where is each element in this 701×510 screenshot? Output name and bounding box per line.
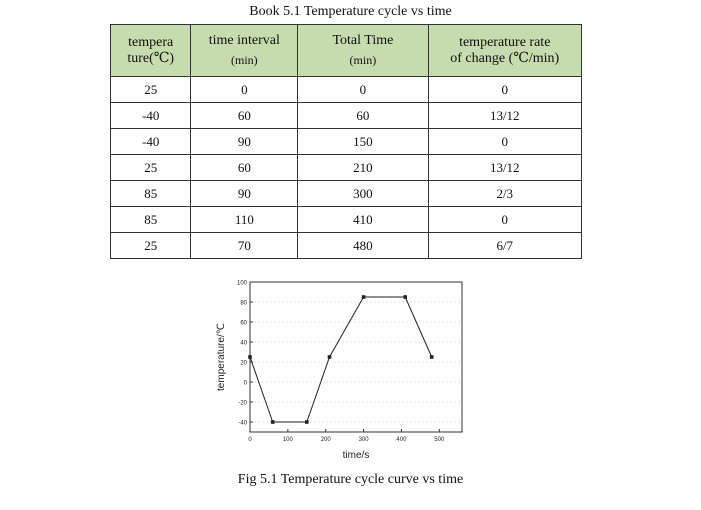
- cell-time-interval: 90: [190, 180, 299, 207]
- cell-rate: 6/7: [427, 232, 582, 259]
- cell-rate: 0: [427, 206, 582, 233]
- cell-total-time: 150: [297, 128, 429, 155]
- y-tick-label: 20: [240, 361, 247, 367]
- data-point: [429, 355, 434, 359]
- header-total-time: Total Time (min): [297, 24, 429, 77]
- chart-grid: [250, 281, 462, 423]
- chart-ticks: -40 -20 0 20 40 60 80 100 0 100 200 300 400 500: [237, 281, 445, 444]
- y-tick-label: -20: [238, 401, 247, 407]
- table-row: 25 0 0 0: [109, 76, 582, 103]
- table-row: 25 70 480 6/7: [109, 232, 582, 259]
- header-time-interval: time interval (min): [190, 24, 299, 77]
- cell-time-interval: 70: [190, 232, 299, 259]
- x-tick-label: 300: [359, 437, 370, 443]
- header-total-time-unit: (min): [349, 53, 377, 67]
- data-point: [248, 355, 252, 359]
- cell-temperature: 25: [109, 232, 192, 259]
- cell-time-interval: 60: [190, 102, 299, 129]
- x-tick-label: 500: [434, 437, 445, 443]
- table-row: -40 90 150 0: [109, 128, 582, 155]
- data-point: [403, 295, 408, 299]
- cell-rate: 2/3: [427, 180, 582, 207]
- y-tick-label: 60: [240, 321, 247, 327]
- chart-svg: -40 -20 0 20 40 60 80 100 0 100 200 300 400 500 time/…: [216, 281, 463, 461]
- header-time-interval-unit: (min): [231, 53, 258, 67]
- temperature-cycle-table: tempera ture(℃) time interval (min) Tota…: [109, 24, 582, 259]
- y-tick-label: -40: [238, 421, 247, 427]
- cell-time-interval: 90: [190, 128, 299, 155]
- header-rate-of-change: temperature rate of change (℃/min): [427, 24, 582, 77]
- y-tick-label: 0: [244, 381, 248, 387]
- header-rate-line1: temperature rate: [459, 34, 551, 50]
- x-tick-label: 0: [248, 437, 252, 443]
- y-tick-label: 80: [240, 301, 247, 307]
- header-rate-line2: of change (℃/min): [450, 50, 560, 66]
- x-tick-label: 200: [321, 437, 332, 443]
- cell-total-time: 410: [297, 206, 429, 233]
- cell-temperature: 85: [109, 206, 192, 233]
- header-total-time-label: Total Time: [332, 33, 394, 48]
- cell-temperature: -40: [109, 102, 192, 129]
- y-tick-label: 40: [240, 341, 247, 347]
- table-row: 85 90 300 2/3: [109, 180, 582, 207]
- cell-rate: 0: [427, 76, 582, 103]
- cell-rate: 0: [427, 128, 582, 155]
- cell-temperature: 25: [109, 76, 192, 103]
- cell-temperature: 25: [109, 154, 192, 181]
- cell-time-interval: 60: [190, 154, 299, 181]
- cell-total-time: 60: [297, 102, 429, 129]
- table-row: 85 110 410 0: [109, 206, 582, 233]
- cell-total-time: 300: [297, 180, 429, 207]
- cell-total-time: 0: [297, 76, 429, 103]
- y-tick-label: 100: [237, 281, 248, 287]
- table-caption: Book 5.1 Temperature cycle vs time: [249, 4, 452, 19]
- figure-caption: Fig 5.1 Temperature cycle curve vs time: [237, 472, 464, 487]
- header-temperature: tempera ture(℃): [109, 24, 192, 77]
- data-point: [327, 355, 332, 359]
- table-body: 25 0 0 0 -40 60 60 13/12 -40 90 150 0 25…: [109, 76, 582, 259]
- cell-temperature: 85: [109, 180, 192, 207]
- data-point: [270, 420, 275, 424]
- y-axis-label: temperature/℃: [216, 323, 227, 391]
- table-header-row: tempera ture(℃) time interval (min) Tota…: [109, 24, 582, 77]
- cell-time-interval: 110: [190, 206, 299, 233]
- cell-temperature: -40: [109, 128, 192, 155]
- cell-total-time: 480: [297, 232, 429, 259]
- header-time-interval-label: time interval: [208, 33, 280, 48]
- data-point: [304, 420, 309, 424]
- cell-time-interval: 0: [190, 76, 299, 103]
- chart-series: [248, 295, 434, 424]
- cell-rate: 13/12: [427, 154, 582, 181]
- x-axis-label: time/s: [343, 450, 370, 461]
- temperature-cycle-chart: -40 -20 0 20 40 60 80 100 0 100 200 300 400 500 time/…: [210, 272, 470, 472]
- cell-rate: 13/12: [427, 102, 582, 129]
- series-line: [249, 296, 433, 423]
- table-row: 25 60 210 13/12: [109, 154, 582, 181]
- header-temperature-line2: ture(℃): [127, 50, 175, 66]
- cell-total-time: 210: [297, 154, 429, 181]
- data-point: [361, 295, 366, 299]
- table-row: -40 60 60 13/12: [109, 102, 582, 129]
- x-tick-label: 100: [283, 437, 294, 443]
- header-temperature-line1: tempera: [128, 34, 174, 50]
- x-tick-label: 400: [396, 437, 407, 443]
